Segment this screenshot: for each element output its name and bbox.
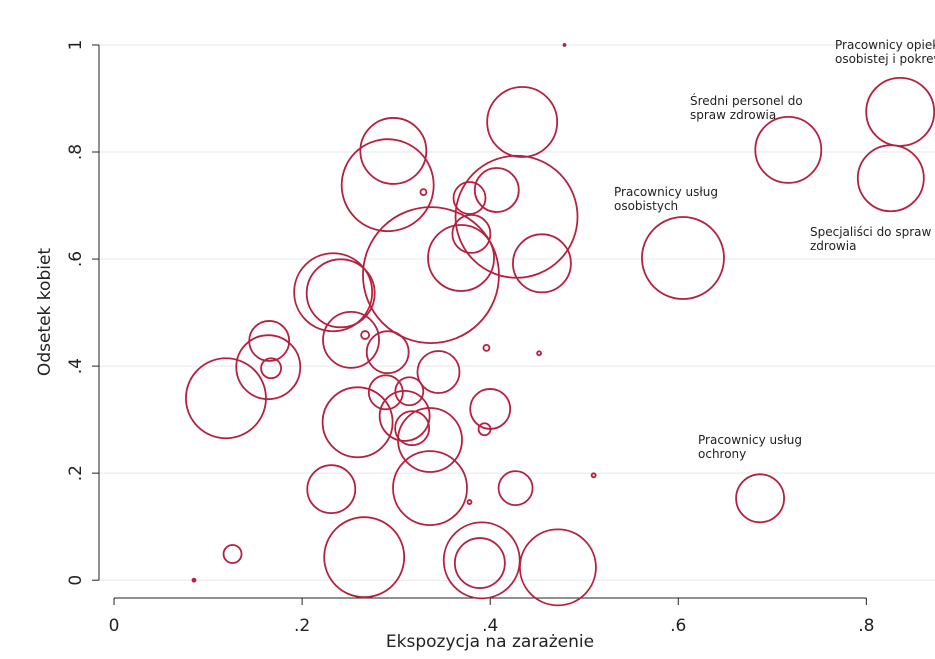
bubble <box>248 320 291 362</box>
bubble <box>497 470 534 507</box>
bubble <box>185 357 267 440</box>
bubble <box>191 577 197 583</box>
bubble <box>865 76 935 147</box>
bubble <box>452 181 487 215</box>
x-tick-label: .8 <box>858 616 874 636</box>
bubble <box>306 464 357 515</box>
y-tick-label: 1 <box>66 40 86 51</box>
y-tick-label: .4 <box>66 358 86 374</box>
bubble <box>365 330 410 375</box>
y-tick-label: .6 <box>66 251 86 267</box>
y-tick-label: 0 <box>66 575 86 586</box>
bubble <box>856 144 925 213</box>
bubble <box>451 213 492 254</box>
bubble <box>453 537 506 589</box>
bubble <box>323 516 406 599</box>
annotation: Średni personel do <box>690 93 803 108</box>
annotation: Specjaliści do spraw <box>810 225 931 239</box>
bubble <box>419 188 428 197</box>
annotation: spraw zdrowia <box>690 108 776 122</box>
bubble <box>321 386 394 459</box>
x-tick-label: .2 <box>294 616 310 636</box>
bubble <box>427 224 495 292</box>
bubble <box>486 86 559 158</box>
bubble <box>360 330 371 340</box>
y-axis-label: Odsetek kobiet <box>35 248 55 376</box>
bubble <box>222 544 243 564</box>
annotation: ochrony <box>698 447 746 461</box>
bubble <box>305 258 376 329</box>
y-tick-label: .2 <box>66 465 86 481</box>
bubble <box>512 233 572 294</box>
bubble <box>397 407 463 473</box>
bubble <box>394 410 431 447</box>
bubble <box>754 115 823 184</box>
bubble <box>562 43 567 47</box>
x-tick-label: .6 <box>670 616 686 636</box>
bubble <box>477 422 492 437</box>
bubble <box>473 167 520 213</box>
bubble <box>340 138 435 233</box>
x-tick-label: 0 <box>109 616 120 636</box>
bubble <box>536 350 542 357</box>
bubble <box>466 499 473 505</box>
bubble <box>235 334 302 401</box>
bubble <box>416 350 461 394</box>
bubble <box>735 473 785 524</box>
bubble <box>482 344 491 352</box>
bubble <box>260 357 282 380</box>
annotation: Pracownicy opieki <box>835 38 935 52</box>
bubble <box>469 388 512 430</box>
bubble <box>322 310 380 369</box>
bubble <box>519 528 597 607</box>
annotation: Pracownicy usług <box>614 185 718 199</box>
annotation: osobistej i pokrewni <box>835 52 935 66</box>
bubble <box>394 376 425 407</box>
annotation: zdrowia <box>810 239 856 253</box>
bubble <box>293 252 374 333</box>
y-tick-label: .8 <box>66 144 86 160</box>
x-tick-label: .4 <box>482 616 498 636</box>
bubble <box>359 117 428 185</box>
bubble <box>392 450 468 527</box>
bubble <box>641 216 725 300</box>
bubble <box>590 472 597 479</box>
annotation: osobistych <box>614 199 678 213</box>
annotation: Pracownicy usług <box>698 433 802 447</box>
bubble <box>378 389 431 442</box>
bubble <box>362 206 500 345</box>
bubble <box>367 374 404 411</box>
x-axis-label: Ekspozycja na zarażenie <box>386 632 594 652</box>
